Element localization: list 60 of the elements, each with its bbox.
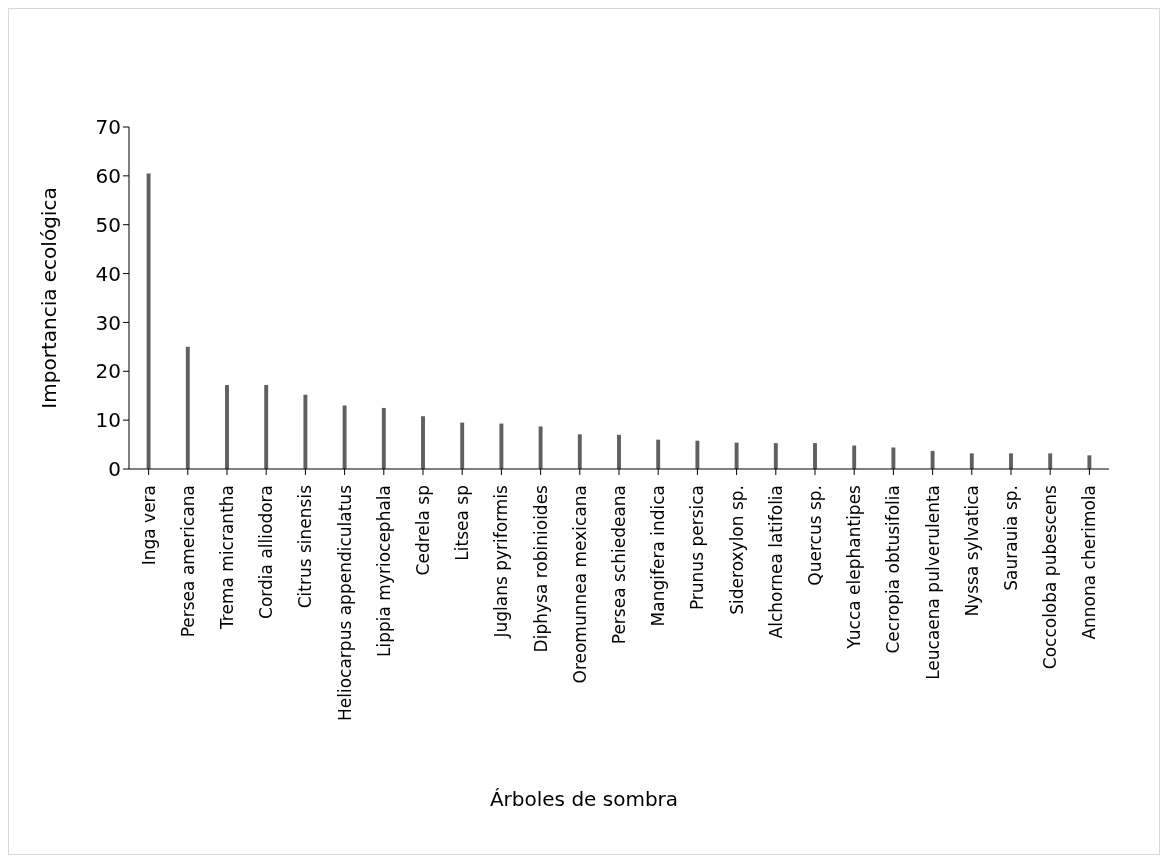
x-tick-label: Diphysa robinioides <box>530 484 551 653</box>
y-tick-label: 0 <box>108 457 121 482</box>
y-tick-label: 40 <box>95 261 121 286</box>
bar <box>891 447 896 469</box>
bar <box>969 453 974 469</box>
y-tick-label: 20 <box>95 359 121 384</box>
x-tick-label: Quercus sp. <box>805 485 825 586</box>
bar <box>734 442 739 469</box>
x-tick-label: Leucaena pulverulenta <box>922 485 943 680</box>
bar <box>1009 453 1013 469</box>
x-tick-label: Mangifera indica <box>648 485 669 627</box>
x-tick-label: Persea americana <box>177 485 198 638</box>
x-tick-label: Annona cherimola <box>1079 485 1100 640</box>
x-tick-label: Alchornea latifolia <box>765 485 786 639</box>
bar <box>577 434 582 469</box>
x-tick-label: Heliocarpus appendiculatus <box>334 484 355 721</box>
y-tick-label: 70 <box>95 115 121 140</box>
x-tick-label: Oreomunnea mexicana <box>569 485 590 684</box>
bar <box>538 426 543 469</box>
bar <box>852 445 857 469</box>
y-tick-label: 30 <box>95 310 121 335</box>
bar <box>303 394 308 469</box>
x-tick-label: Prunus persica <box>687 485 708 611</box>
bar <box>225 384 229 469</box>
y-tick-label: 60 <box>95 163 121 188</box>
bar <box>930 450 935 469</box>
x-tick-label: Cordia alliodora <box>256 485 277 619</box>
x-tick-label: Lippia myriocephala <box>373 485 394 657</box>
x-tick-label: Cecropia obtusifolia <box>883 485 904 654</box>
bar <box>695 440 700 469</box>
bar <box>813 443 817 469</box>
bar <box>1048 453 1053 469</box>
x-tick-label: Juglans pyriformis <box>491 484 512 639</box>
bar <box>617 434 621 469</box>
x-tick-label: Inga vera <box>138 485 159 566</box>
bar <box>1087 455 1092 469</box>
bar <box>146 173 151 469</box>
x-tick-label: Citrus sinensis <box>295 484 316 609</box>
x-tick-label: Litsea sp <box>452 485 473 561</box>
y-tick-label: 10 <box>95 408 121 433</box>
x-tick-label: Cedrela sp <box>413 485 433 576</box>
x-tick-label: Saurauia sp. <box>1001 485 1021 591</box>
x-axis-title: Árboles de sombra <box>488 787 680 811</box>
bar <box>773 443 778 469</box>
x-tick-label: Trema micrantha <box>217 485 237 631</box>
bar <box>460 422 465 469</box>
x-tick-label: Persea schiedeana <box>609 485 629 645</box>
x-tick-label: Yucca elephantipes <box>844 484 865 650</box>
bar <box>342 405 347 469</box>
bar <box>499 423 504 469</box>
x-tick-label: Sideroxylon sp. <box>726 485 747 615</box>
bar <box>381 407 386 469</box>
y-tick-label: 50 <box>95 212 121 237</box>
x-tick-label: Nyssa sylvatica <box>961 485 982 617</box>
x-tick-label: Coccoloba pubescens <box>1040 484 1061 670</box>
bar <box>185 346 190 469</box>
bar <box>421 416 425 469</box>
y-axis-title: Importancia ecológica <box>37 187 62 409</box>
bar <box>656 439 661 469</box>
bar <box>264 384 269 469</box>
